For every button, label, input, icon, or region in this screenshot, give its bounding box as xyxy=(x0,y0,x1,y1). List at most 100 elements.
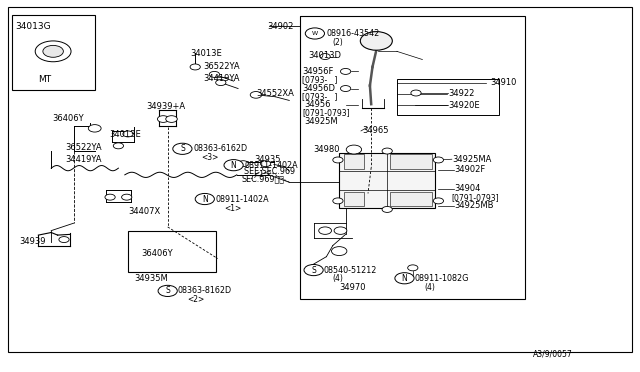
Bar xyxy=(12,15,95,90)
Text: (2): (2) xyxy=(333,38,344,47)
Text: 08363-6162D: 08363-6162D xyxy=(193,144,248,153)
Circle shape xyxy=(158,285,177,296)
Text: 34956F: 34956F xyxy=(302,67,333,76)
Text: 34419YA: 34419YA xyxy=(65,155,102,164)
Circle shape xyxy=(59,237,69,243)
Text: 34935M: 34935M xyxy=(134,274,168,283)
Circle shape xyxy=(333,157,343,163)
Text: 34965: 34965 xyxy=(362,126,388,135)
Text: 34902: 34902 xyxy=(268,22,294,31)
Text: <2>: <2> xyxy=(188,295,205,304)
Text: 34980: 34980 xyxy=(314,145,340,154)
Text: 34419YA: 34419YA xyxy=(204,74,240,83)
Circle shape xyxy=(382,206,392,212)
Text: 08540-51212: 08540-51212 xyxy=(324,266,377,275)
Text: 34904: 34904 xyxy=(454,185,481,193)
Circle shape xyxy=(88,125,101,132)
Circle shape xyxy=(173,143,192,154)
Text: 34925MB: 34925MB xyxy=(454,201,494,210)
Text: 08911-1082G: 08911-1082G xyxy=(415,274,469,283)
Circle shape xyxy=(122,194,132,200)
Text: 34407X: 34407X xyxy=(128,207,160,216)
Text: SEE SEC.969: SEE SEC.969 xyxy=(244,167,296,176)
Circle shape xyxy=(382,148,392,154)
Circle shape xyxy=(305,28,324,39)
Circle shape xyxy=(35,41,71,62)
Bar xyxy=(300,16,525,299)
Text: 34552XA: 34552XA xyxy=(256,89,294,98)
Text: 34920E: 34920E xyxy=(448,101,479,110)
Text: W: W xyxy=(312,31,318,36)
Text: [0793-   ]: [0793- ] xyxy=(302,75,337,84)
Bar xyxy=(397,79,499,115)
Bar xyxy=(344,192,364,206)
Text: S: S xyxy=(180,144,185,153)
Text: S: S xyxy=(311,266,316,275)
Text: 34013E: 34013E xyxy=(191,49,223,58)
Text: 36522YA: 36522YA xyxy=(204,62,240,71)
Bar xyxy=(390,154,432,169)
Bar xyxy=(390,192,432,206)
Circle shape xyxy=(332,247,347,256)
Bar xyxy=(339,153,435,208)
Text: (4): (4) xyxy=(424,283,435,292)
Text: N: N xyxy=(202,195,207,203)
Circle shape xyxy=(216,80,226,86)
Circle shape xyxy=(190,64,200,70)
Circle shape xyxy=(360,32,392,50)
Circle shape xyxy=(209,71,220,77)
Text: [0791-0793]: [0791-0793] xyxy=(302,109,349,118)
Circle shape xyxy=(195,193,214,205)
Circle shape xyxy=(346,145,362,154)
Circle shape xyxy=(333,198,343,204)
Text: [0793-   ]: [0793- ] xyxy=(302,92,337,101)
Circle shape xyxy=(433,198,444,204)
Text: 34013G: 34013G xyxy=(15,22,51,31)
Text: 34939+A: 34939+A xyxy=(146,102,185,111)
Circle shape xyxy=(260,161,271,167)
Text: 34935: 34935 xyxy=(255,155,281,164)
Circle shape xyxy=(43,45,63,57)
Bar xyxy=(128,231,216,272)
Text: 34910: 34910 xyxy=(490,78,516,87)
Text: MT: MT xyxy=(38,76,52,84)
Circle shape xyxy=(340,68,351,74)
Circle shape xyxy=(408,265,418,271)
Circle shape xyxy=(157,116,169,122)
Text: <1>: <1> xyxy=(253,170,270,179)
Text: 34922: 34922 xyxy=(448,89,474,98)
Circle shape xyxy=(123,131,133,137)
Circle shape xyxy=(395,273,414,284)
Text: 36522YA: 36522YA xyxy=(65,143,102,152)
Text: 08916-43542: 08916-43542 xyxy=(326,29,380,38)
Circle shape xyxy=(224,160,243,171)
Text: <3>: <3> xyxy=(202,153,219,162)
Circle shape xyxy=(319,227,332,234)
Text: N: N xyxy=(231,161,236,170)
Text: 34925MA: 34925MA xyxy=(452,155,492,164)
Text: (4): (4) xyxy=(333,275,344,283)
Text: 34956D: 34956D xyxy=(302,84,335,93)
Circle shape xyxy=(334,227,347,234)
Text: 34013D: 34013D xyxy=(308,51,342,60)
Circle shape xyxy=(340,86,351,92)
Text: 34939: 34939 xyxy=(19,237,45,246)
Text: 34013E: 34013E xyxy=(109,130,141,139)
Circle shape xyxy=(113,143,124,149)
Text: <1>: <1> xyxy=(224,204,241,213)
Text: 34902F: 34902F xyxy=(454,165,486,174)
Circle shape xyxy=(238,161,248,167)
Text: [0791-0793]: [0791-0793] xyxy=(452,193,499,202)
Circle shape xyxy=(411,90,421,96)
Text: 34925M: 34925M xyxy=(305,117,339,126)
Text: S: S xyxy=(165,286,170,295)
Text: N: N xyxy=(402,274,407,283)
Circle shape xyxy=(320,54,330,60)
Text: 36406Y: 36406Y xyxy=(141,249,172,258)
Text: 08911-1402A: 08911-1402A xyxy=(216,195,269,203)
Circle shape xyxy=(166,116,177,122)
Text: 36406Y: 36406Y xyxy=(52,114,84,123)
Text: A3/9/0057: A3/9/0057 xyxy=(532,350,572,359)
Text: 34956: 34956 xyxy=(305,100,331,109)
Circle shape xyxy=(433,157,444,163)
